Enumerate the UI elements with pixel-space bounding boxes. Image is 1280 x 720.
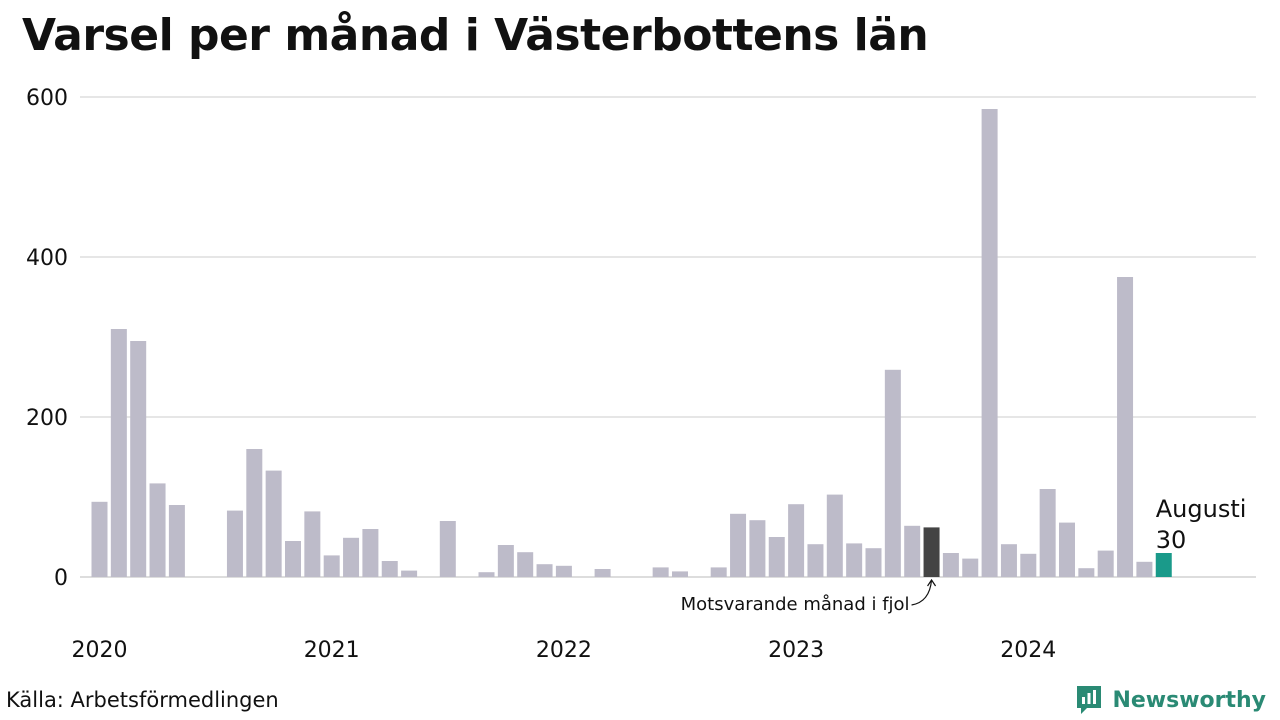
x-tick-label: 2024 <box>1000 638 1056 663</box>
highlight-annotation-arrowhead <box>927 578 937 587</box>
bars <box>91 109 1172 577</box>
bar-2021-05 <box>401 570 418 577</box>
bar-2020-05 <box>168 505 185 577</box>
bar-2021-01 <box>323 555 340 577</box>
bar-2022-07 <box>672 571 688 577</box>
bar-2020-03 <box>130 341 147 577</box>
current-value-label: 30 <box>1156 526 1187 554</box>
bar-2020-04 <box>149 483 166 577</box>
bar-2022-06 <box>652 567 669 577</box>
bar-2020-10 <box>265 470 282 577</box>
chart-title: Varsel per månad i Västerbottens län <box>22 10 929 61</box>
bar-2023-06 <box>884 369 901 577</box>
x-tick-label: 2020 <box>72 638 128 663</box>
bar-2023-12 <box>1000 544 1017 577</box>
current-month-label: Augusti <box>1156 495 1247 523</box>
bar-2022-03 <box>594 569 611 577</box>
bar-2024-02 <box>1039 489 1056 577</box>
bar-2020-12 <box>304 511 321 577</box>
bar-2023-10 <box>962 558 979 577</box>
bar-2024-03 <box>1059 522 1075 577</box>
y-tick-label: 200 <box>26 406 68 431</box>
bar-2023-08 <box>923 527 940 577</box>
bar-2023-11 <box>981 109 998 577</box>
bar-2024-06 <box>1117 277 1134 577</box>
brand-name: Newsworthy <box>1112 687 1266 713</box>
bar-2024-07 <box>1136 561 1153 577</box>
bar-2020-01 <box>91 501 108 577</box>
y-tick-label: 0 <box>54 566 68 591</box>
source-note: Källa: Arbetsförmedlingen <box>6 688 279 712</box>
x-axis-tick-labels: 2020 2021 2022 2023 2024 <box>72 638 1057 663</box>
bar-2023-07 <box>904 525 921 577</box>
bar-2020-09 <box>246 449 263 577</box>
bar-chart: 0 200 400 600 2020 2021 2022 2023 2024 Motsvara… <box>26 86 1256 663</box>
bar-2024-01 <box>1020 553 1037 577</box>
bar-2021-09 <box>478 572 495 577</box>
bar-2020-02 <box>110 329 127 577</box>
bar-2021-11 <box>517 552 534 577</box>
bar-2021-10 <box>497 545 514 577</box>
bar-2021-12 <box>536 564 553 577</box>
bar-2024-08 <box>1155 553 1172 577</box>
bar-2024-05 <box>1097 550 1114 577</box>
bar-2021-07 <box>439 521 456 577</box>
bar-2023-02 <box>807 544 824 577</box>
bar-2023-04 <box>846 543 863 577</box>
bar-2023-05 <box>865 548 882 577</box>
y-tick-label: 600 <box>26 86 68 111</box>
bar-2023-01 <box>788 504 805 577</box>
bar-2020-11 <box>285 541 301 577</box>
bar-2021-04 <box>381 561 398 577</box>
y-tick-label: 400 <box>26 246 68 271</box>
bar-2022-12 <box>768 537 785 577</box>
annotations: Motsvarande månad i fjol Augusti 30 <box>681 495 1247 615</box>
y-axis-tick-labels: 0 200 400 600 <box>26 86 68 591</box>
bar-2022-01 <box>555 565 572 577</box>
bar-2022-10 <box>730 513 747 577</box>
bar-2023-09 <box>942 553 959 577</box>
brand-logo: Newsworthy <box>1074 682 1266 718</box>
x-tick-label: 2022 <box>536 638 592 663</box>
bar-2020-08 <box>226 510 243 577</box>
bar-2022-11 <box>749 520 766 577</box>
bar-2023-03 <box>826 494 843 577</box>
x-tick-label: 2021 <box>304 638 360 663</box>
bar-2021-03 <box>362 529 379 577</box>
bar-2021-02 <box>343 537 360 577</box>
highlight-annotation-label: Motsvarande månad i fjol <box>681 594 910 615</box>
bar-2022-09 <box>710 567 727 577</box>
newsworthy-logo-icon <box>1077 686 1102 714</box>
x-tick-label: 2023 <box>768 638 824 663</box>
highlight-annotation-arrow <box>911 579 933 606</box>
bar-2024-04 <box>1078 568 1095 577</box>
